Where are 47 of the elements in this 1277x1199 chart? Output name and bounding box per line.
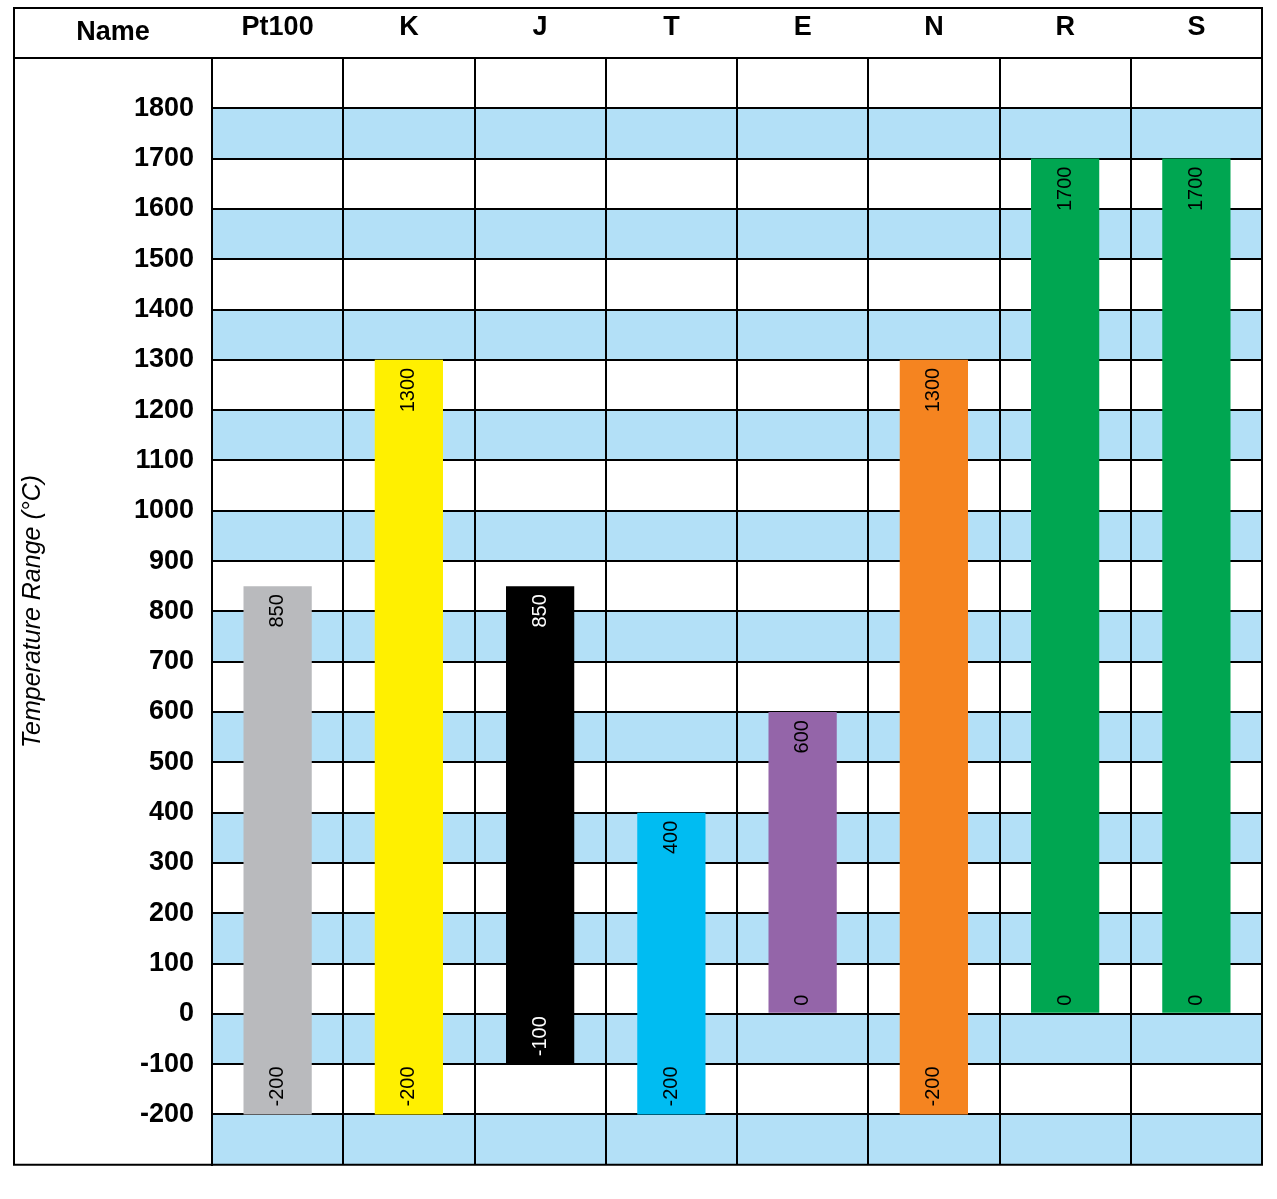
- annotation: 0: [1052, 994, 1075, 1006]
- y-tick-label: 1600: [133, 192, 194, 223]
- annotation: -100: [527, 1016, 550, 1057]
- x-tick-label: E: [793, 11, 812, 42]
- y-tick-label: -100: [139, 1047, 194, 1078]
- annotation: -200: [396, 1066, 419, 1107]
- annotation: 850: [265, 594, 288, 628]
- y-tick-label: 1000: [133, 494, 194, 525]
- y-tick-label: 100: [148, 947, 194, 978]
- annotation: 1700: [1183, 166, 1206, 212]
- y-tick-label: 1800: [133, 91, 194, 122]
- y-tick-label: 300: [148, 846, 194, 877]
- annotation: 850: [527, 594, 550, 628]
- x-tick-label: T: [663, 11, 681, 42]
- y-tick-label: 700: [148, 645, 194, 676]
- y-tick-label: -200: [139, 1097, 194, 1128]
- annotation: -200: [265, 1066, 288, 1107]
- annotation: 1300: [921, 367, 944, 413]
- y-tick-label: 1300: [133, 343, 194, 374]
- y-tick-label: 1100: [135, 443, 194, 474]
- y-tick-label: 1200: [133, 393, 194, 424]
- y-tick-label: 1400: [133, 293, 194, 323]
- x-tick-label: J: [532, 11, 548, 42]
- y-tick-label: 600: [148, 695, 194, 726]
- y-tick-label: 1700: [133, 142, 194, 173]
- annotation: 1700: [1052, 166, 1075, 212]
- y-tick-label: 400: [148, 796, 194, 827]
- x-tick-label: N: [924, 11, 944, 42]
- y-axis-title: Temperature Range (°C): [16, 474, 45, 748]
- x-tick-label: S: [1187, 11, 1206, 42]
- x-tick-label: R: [1055, 11, 1075, 42]
- annotation: 0: [790, 994, 813, 1006]
- annotation: 600: [790, 720, 813, 754]
- x-axis-title: Name: [76, 16, 150, 47]
- x-tick-label: K: [399, 11, 420, 42]
- y-tick-label: 200: [148, 896, 194, 927]
- annotation: 400: [658, 820, 681, 855]
- annotation: 1300: [396, 367, 419, 413]
- x-tick-label: Pt100: [241, 11, 314, 42]
- y-tick-label: 800: [148, 594, 194, 625]
- annotation: 0: [1183, 994, 1206, 1006]
- annotation: -200: [658, 1066, 681, 1107]
- y-tick-label: 0: [178, 997, 194, 1028]
- y-tick-label: 500: [148, 745, 194, 776]
- y-tick-label: 1500: [133, 242, 194, 273]
- y-tick-label: 900: [148, 544, 194, 575]
- annotation: -200: [921, 1066, 944, 1107]
